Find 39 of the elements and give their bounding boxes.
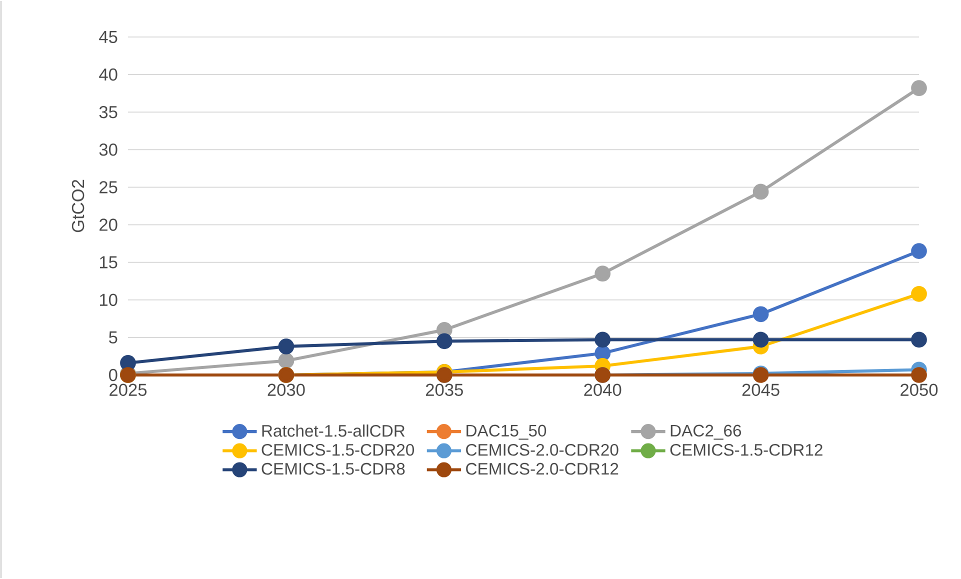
point bbox=[911, 243, 927, 259]
point bbox=[911, 286, 927, 302]
y-tick-label: 25 bbox=[100, 181, 118, 194]
y-tick-label: 35 bbox=[99, 106, 118, 118]
legend-label: CEMICS-2.0-CDR20 bbox=[466, 444, 618, 456]
legend-label: CEMICS-2.0-CDR12 bbox=[466, 462, 618, 475]
legend-label: DAC2_66 bbox=[670, 424, 742, 440]
y-tick-label: 5 bbox=[109, 331, 118, 344]
point bbox=[278, 352, 294, 369]
legend-label: Ratchet-1.5-allCDR bbox=[262, 424, 405, 437]
point bbox=[594, 266, 611, 282]
x-tick-label: 2045 bbox=[742, 384, 780, 396]
point bbox=[752, 332, 769, 348]
y-tick-label: 0 bbox=[108, 368, 118, 382]
point bbox=[911, 80, 927, 96]
point bbox=[752, 306, 769, 322]
point bbox=[752, 184, 769, 200]
point bbox=[594, 332, 611, 348]
legend-label: DAC15_50 bbox=[466, 424, 546, 440]
legend-label: CEMICS-1.5-CDR20 bbox=[262, 444, 414, 456]
y-axis-title: GtCO2 bbox=[72, 180, 84, 232]
legend-label: CEMICS-1.5-CDR12 bbox=[670, 444, 822, 456]
point bbox=[120, 355, 136, 371]
y-tick-label: 15 bbox=[100, 256, 118, 268]
legend-label: CEMICS-1.5-CDR8 bbox=[262, 462, 405, 475]
y-tick-label: 40 bbox=[99, 68, 118, 81]
x-tick-label: 2030 bbox=[268, 384, 305, 396]
x-tick-label: 2050 bbox=[900, 384, 938, 396]
y-tick-label: 20 bbox=[100, 218, 118, 231]
x-tick-label: 2035 bbox=[426, 384, 463, 396]
point bbox=[911, 367, 927, 383]
point bbox=[278, 338, 294, 354]
y-tick-label: 45 bbox=[99, 30, 118, 44]
y-tick-label: 30 bbox=[99, 144, 118, 156]
x-tick-label: 2025 bbox=[110, 384, 147, 396]
point bbox=[436, 333, 452, 350]
point bbox=[911, 332, 927, 348]
y-tick-label: 10 bbox=[100, 294, 118, 306]
x-tick-label: 2040 bbox=[584, 384, 622, 396]
